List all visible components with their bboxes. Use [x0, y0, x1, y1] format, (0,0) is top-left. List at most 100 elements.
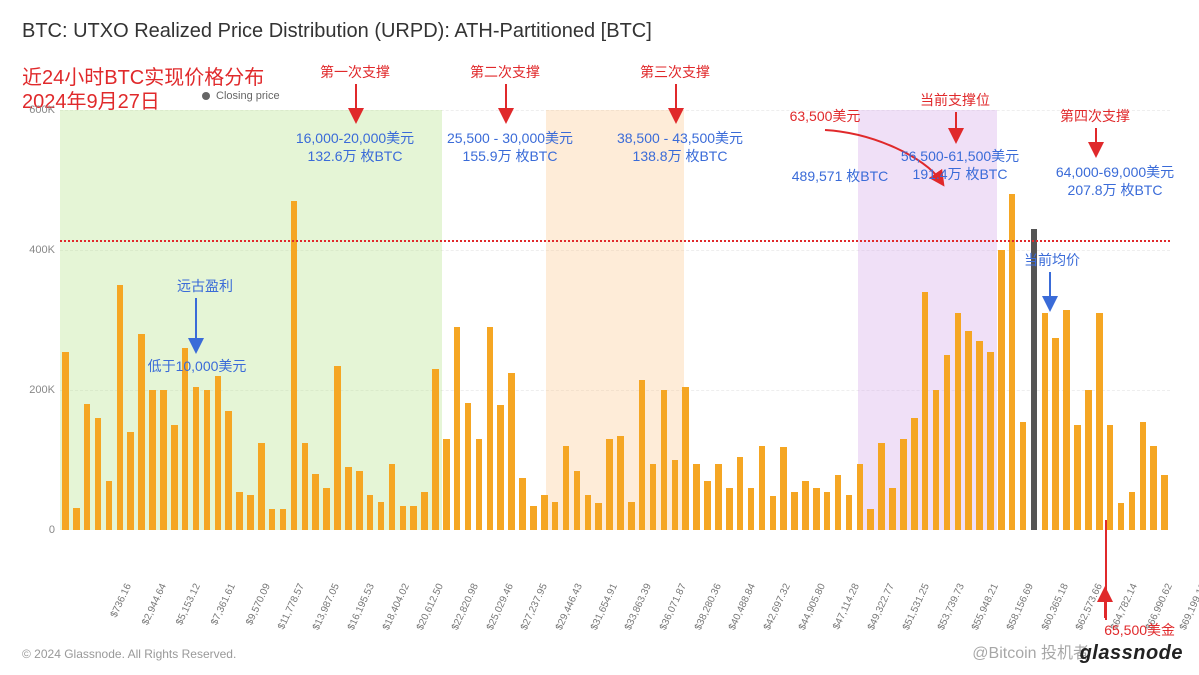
bar: [1020, 422, 1027, 531]
bar: [682, 387, 689, 531]
bar: [345, 467, 352, 530]
bar: [1161, 475, 1168, 530]
x-tick-label: $18,404.02: [372, 582, 412, 650]
bar-closing-price: [1031, 229, 1038, 530]
plot-area: [60, 110, 1170, 530]
bar: [998, 250, 1005, 530]
bar: [106, 481, 113, 530]
bar: [269, 509, 276, 530]
bar: [846, 495, 853, 530]
bar: [976, 341, 983, 530]
bar: [770, 496, 777, 530]
bar: [1009, 194, 1016, 530]
bar: [356, 471, 363, 531]
x-tick-label: $44,905.80: [788, 582, 828, 650]
bar: [95, 418, 102, 530]
x-tick-label: $49,322.77: [858, 582, 898, 650]
x-tick-label: $2,944.64: [129, 582, 169, 650]
bar: [312, 474, 319, 530]
bar: [465, 403, 472, 530]
x-tick-label: $7,361.61: [198, 582, 238, 650]
bar: [519, 478, 526, 531]
bar: [585, 495, 592, 530]
bar: [73, 508, 80, 530]
x-tick-label: $16,195.53: [337, 582, 377, 650]
bar: [291, 201, 298, 530]
x-tick-label: $31,654.91: [580, 582, 620, 650]
bar: [367, 495, 374, 530]
x-tick-label: $13,987.05: [303, 582, 343, 650]
bar: [595, 503, 602, 530]
bar: [955, 313, 962, 530]
x-tick-label: $20,612.50: [407, 582, 447, 650]
bar: [193, 387, 200, 531]
bar: [225, 411, 232, 530]
x-tick-label: $22,820.98: [441, 582, 481, 650]
watermark: glassnode: [1080, 642, 1183, 665]
current-price-marker-line: [1105, 520, 1107, 620]
anno-curr-support-title: 当前支撑位: [900, 92, 1010, 110]
bar: [334, 366, 341, 531]
anno-support-2-title: 第二次支撑: [450, 64, 560, 82]
bar: [759, 446, 766, 530]
bar: [117, 285, 124, 530]
x-tick-label: $36,071.87: [649, 582, 689, 650]
bar: [857, 464, 864, 531]
bar: [138, 334, 145, 530]
x-tick-label: $69,199.10: [1170, 582, 1199, 650]
bar: [1074, 425, 1081, 530]
y-tick-label: 600K: [29, 104, 55, 116]
bar: [323, 488, 330, 530]
bar: [737, 457, 744, 531]
bar: [650, 464, 657, 531]
legend-dot-icon: [202, 92, 210, 100]
bar: [497, 405, 504, 530]
anno-support-1-title: 第一次支撑: [300, 64, 410, 82]
bar: [693, 464, 700, 531]
anno-support-3-title: 第三次支撑: [620, 64, 730, 82]
bar: [813, 488, 820, 530]
x-tick-label: $47,114.28: [823, 582, 863, 650]
legend: Closing price: [202, 90, 280, 102]
bar: [563, 446, 570, 530]
bar: [149, 390, 156, 530]
bar: [62, 352, 69, 531]
bar: [160, 390, 167, 530]
bar: [672, 460, 679, 530]
bar: [726, 488, 733, 530]
bar: [215, 376, 222, 530]
x-tick-label: $736.16: [94, 582, 134, 650]
bar: [606, 439, 613, 530]
bar: [889, 488, 896, 530]
y-tick-label: 0: [49, 524, 55, 536]
bar: [878, 443, 885, 531]
bar: [530, 506, 537, 531]
reference-line: [60, 240, 1170, 242]
bar: [639, 380, 646, 531]
bar: [1150, 446, 1157, 530]
bar: [421, 492, 428, 531]
bar: [1085, 390, 1092, 530]
y-tick-label: 400K: [29, 244, 55, 256]
bar: [1129, 492, 1136, 531]
bar: [410, 506, 417, 531]
bar: [552, 502, 559, 530]
bar: [171, 425, 178, 530]
bar: [1063, 310, 1070, 531]
bar: [432, 369, 439, 530]
bar: [127, 432, 134, 530]
y-tick-label: 200K: [29, 384, 55, 396]
bar: [987, 352, 994, 531]
bar: [1140, 422, 1147, 531]
bar: [476, 439, 483, 530]
x-tick-label: $33,863.39: [615, 582, 655, 650]
bar: [302, 443, 309, 531]
bar: [911, 418, 918, 530]
x-tick-label: $66,990.62: [1135, 582, 1175, 650]
bar: [236, 492, 243, 531]
x-tick-label: $42,697.32: [753, 582, 793, 650]
bar: [944, 355, 951, 530]
bar: [508, 373, 515, 531]
bar: [487, 327, 494, 530]
bar: [824, 492, 831, 531]
